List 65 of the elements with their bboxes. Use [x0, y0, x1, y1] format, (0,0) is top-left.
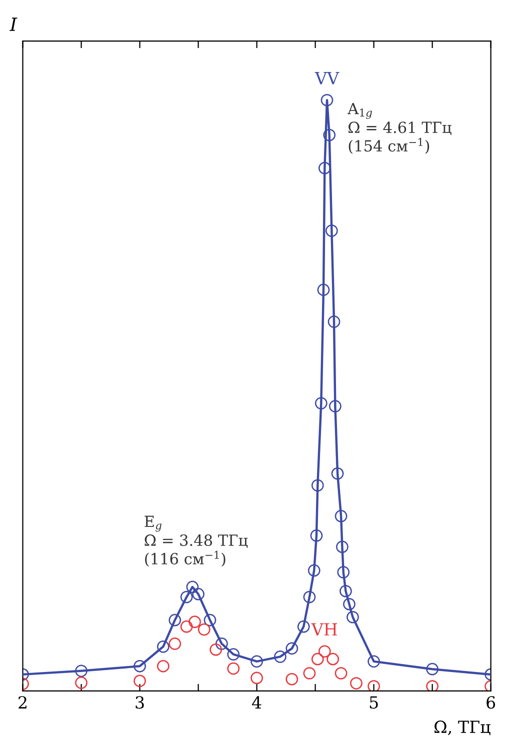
x-tick-label: 6 [486, 696, 496, 709]
x-tick-label: 4 [252, 696, 262, 708]
y-axis-title: I [10, 18, 18, 31]
x-tick-label: 3 [136, 696, 144, 709]
point [192, 588, 204, 600]
point [334, 667, 348, 680]
point [326, 652, 340, 666]
point [210, 643, 222, 656]
point [329, 400, 342, 412]
point [186, 580, 199, 594]
point [314, 397, 328, 410]
point [323, 128, 336, 142]
x-tick-label: 5 [370, 696, 378, 709]
point [75, 664, 88, 678]
annotation: A$_{1g}$ Ω = 4.61 ТГц (154 см$^{−1}$) [348, 102, 452, 154]
point [216, 638, 228, 650]
point [250, 655, 263, 668]
point [134, 660, 146, 672]
point [310, 529, 323, 542]
point [286, 672, 298, 686]
point [308, 564, 320, 577]
point [318, 645, 331, 658]
point [326, 224, 338, 237]
point [134, 674, 146, 688]
point [337, 566, 350, 578]
point [328, 316, 340, 328]
point [343, 598, 356, 610]
series-label: VH [311, 623, 338, 636]
point [346, 610, 359, 624]
point [180, 590, 193, 604]
point [250, 672, 263, 684]
point [303, 590, 316, 604]
point [336, 540, 348, 553]
point [157, 660, 170, 672]
point [303, 667, 316, 680]
point [168, 614, 182, 626]
point [368, 655, 380, 668]
point [75, 676, 88, 689]
point [340, 584, 352, 598]
point [198, 623, 210, 636]
point [331, 467, 344, 480]
point [274, 650, 286, 663]
point [318, 162, 331, 174]
point [426, 680, 438, 691]
point [180, 620, 193, 633]
point [426, 662, 438, 676]
point [368, 680, 380, 691]
point [286, 642, 298, 655]
x-tick-label: 2 [18, 696, 26, 708]
point [204, 614, 216, 626]
point [157, 640, 170, 653]
series-label: VV [314, 72, 340, 84]
point [311, 652, 324, 666]
point [317, 284, 330, 296]
point [334, 510, 348, 522]
point [350, 677, 362, 690]
point [311, 479, 324, 492]
x-axis-title: Ω, ТГц [434, 720, 490, 736]
point [320, 94, 334, 106]
point [297, 620, 310, 633]
point [227, 648, 240, 661]
point [227, 662, 240, 675]
point [168, 638, 182, 650]
point [188, 616, 201, 628]
annotation: E$_{g}$ Ω = 3.48 ТГц (116 см$^{−1}$) [144, 516, 248, 567]
